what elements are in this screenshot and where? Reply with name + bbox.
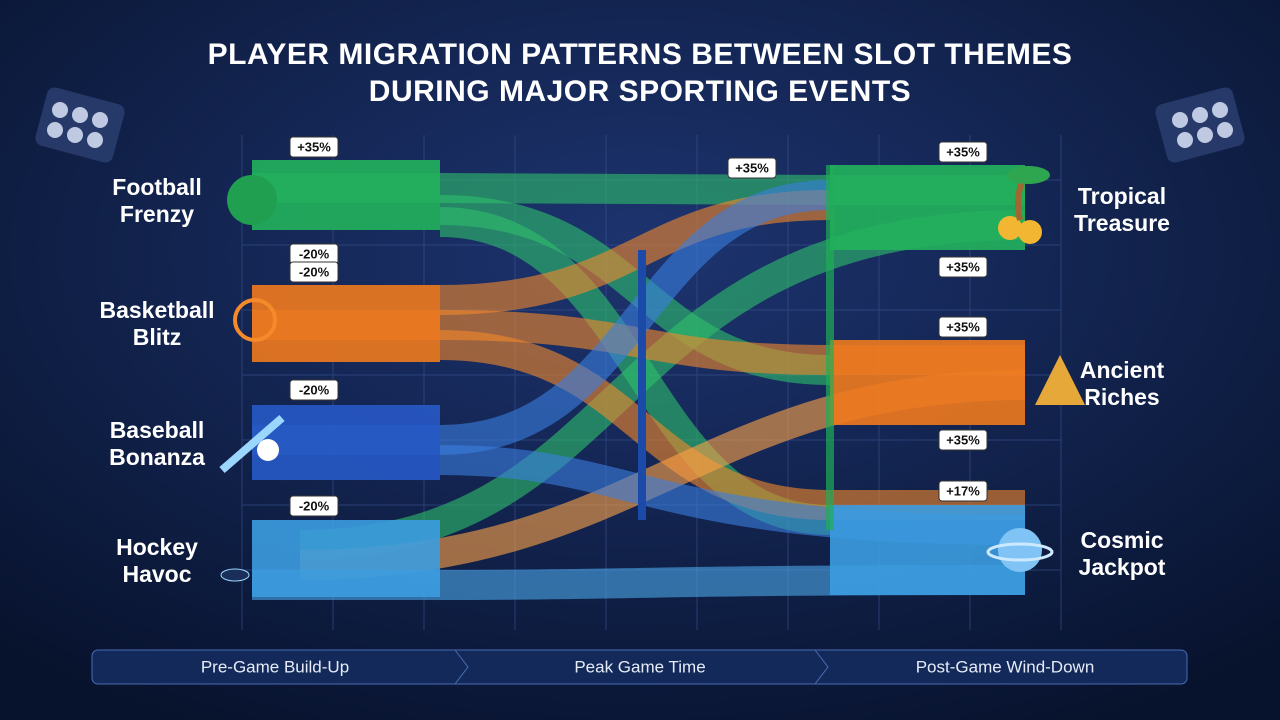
badge-box — [938, 141, 988, 163]
badge: +35% — [946, 319, 980, 334]
title-line: PLAYER MIGRATION PATTERNS BETWEEN SLOT T… — [208, 38, 1073, 71]
badge: -20% — [299, 382, 330, 397]
badge: +17% — [946, 483, 980, 498]
badge: +35% — [735, 160, 769, 175]
badge: +35% — [946, 432, 980, 447]
title: PLAYER MIGRATION PATTERNS BETWEEN SLOT T… — [208, 38, 1073, 108]
source-label: Blitz — [133, 324, 182, 350]
target-label: Jackpot — [1079, 554, 1166, 580]
source-label: Basketball — [99, 297, 214, 323]
source-label: Baseball — [110, 417, 205, 443]
badge-box — [938, 256, 988, 278]
source-label: Bonanza — [109, 444, 205, 470]
badge-box — [727, 157, 777, 179]
badge: -20% — [299, 498, 330, 513]
badge: +35% — [946, 144, 980, 159]
badge: -20% — [299, 264, 330, 279]
badges: +35% -20% -20% -20% -20% +35% +35% +35% +35% +35%… — [289, 136, 988, 517]
badge: +35% — [946, 259, 980, 274]
source-label: Frenzy — [120, 201, 194, 227]
badge-box — [938, 429, 988, 451]
badge-box — [938, 316, 988, 338]
icons — [219, 166, 1085, 582]
badge: -20% — [299, 246, 330, 261]
target-label: Treasure — [1074, 210, 1170, 236]
badge-box — [289, 379, 339, 401]
target-label: Ancient — [1080, 357, 1165, 383]
badge-box — [289, 136, 339, 158]
phases: Pre-Game Build-Up Peak Game Time Post-Game… — [201, 657, 1094, 676]
floodlights — [35, 87, 1245, 163]
badge-box — [938, 480, 988, 502]
badge-box — [289, 495, 339, 517]
target-label: Riches — [1084, 384, 1159, 410]
phase-label: Post-Game Wind-Down — [916, 657, 1095, 676]
target-label: Tropical — [1078, 183, 1166, 209]
badge: +35% — [297, 139, 331, 154]
node-bars — [252, 160, 1025, 597]
phase-label: Peak Game Time — [574, 657, 705, 676]
title-line: DURING MAJOR SPORTING EVENTS — [369, 75, 911, 108]
badge-box — [289, 261, 339, 283]
phase-label: Pre-Game Build-Up — [201, 657, 349, 676]
target-label: Cosmic — [1080, 527, 1163, 553]
source-label: Hockey — [116, 534, 198, 560]
source-label: Havoc — [122, 561, 191, 587]
phase-bar — [91, 649, 1188, 685]
source-label: Football — [112, 174, 201, 200]
